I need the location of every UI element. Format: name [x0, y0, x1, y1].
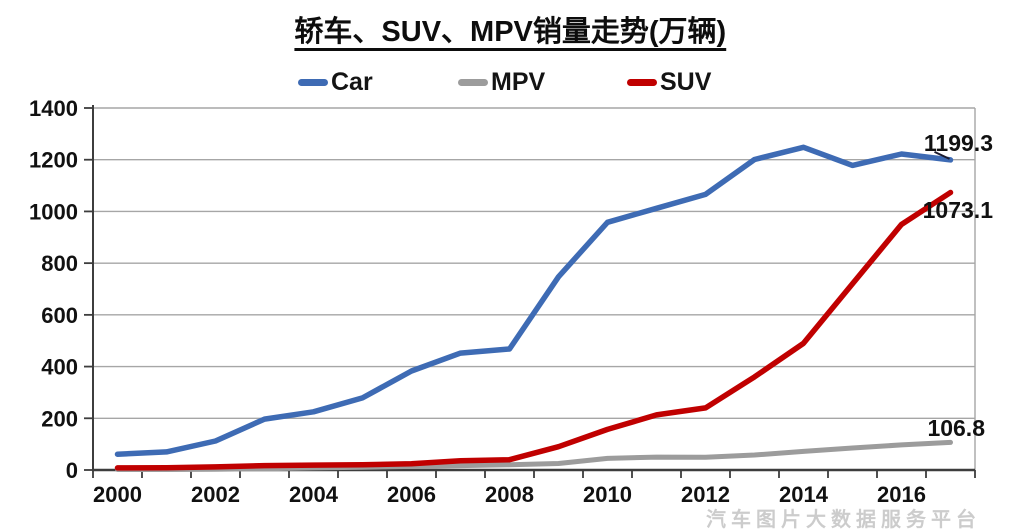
legend: Car MPV SUV — [0, 70, 1012, 96]
car-label-leader-line — [934, 150, 950, 160]
x-tick-label-2002: 2002 — [191, 482, 240, 507]
line-chart-svg: 0 200 400 600 800 1000 1200 1400 2000 2002 2004 200… — [29, 96, 994, 507]
y-tick-label-200: 200 — [41, 406, 78, 431]
legend-item-mpv: MPV — [458, 70, 545, 95]
car-series-line — [114, 144, 954, 457]
x-tick-label-2014: 2014 — [779, 482, 829, 507]
x-tick-label-2010: 2010 — [583, 482, 632, 507]
y-tick-label-800: 800 — [41, 251, 78, 276]
y-tick-label-1200: 1200 — [29, 148, 78, 173]
x-tick-label-2006: 2006 — [387, 482, 436, 507]
car-end-value-label: 1199.3 — [924, 130, 993, 156]
mpv-end-value-label: 106.8 — [927, 415, 985, 441]
legend-label-mpv: MPV — [491, 68, 546, 96]
plot-area: 0 200 400 600 800 1000 1200 1400 2000 2002 2004 200… — [29, 96, 994, 507]
suv-end-value-label: 1073.1 — [923, 197, 994, 223]
mpv-series-line — [115, 439, 953, 472]
x-tick-label-2000: 2000 — [93, 482, 142, 507]
y-tick-label-400: 400 — [41, 355, 78, 380]
y-tick-label-600: 600 — [41, 303, 78, 328]
legend-item-suv: SUV — [627, 70, 711, 95]
suv-series-line — [114, 189, 954, 471]
chart-page: { "title": "轿车、SUV、MPV销量走势(万辆)", "waterm… — [0, 16, 1012, 531]
car-line-swatch — [298, 79, 328, 86]
x-tick-label-2008: 2008 — [485, 482, 534, 507]
legend-item-car: Car — [298, 70, 373, 95]
y-tick-label-1000: 1000 — [29, 199, 78, 224]
y-tick-label-0: 0 — [66, 458, 78, 483]
mpv-line-swatch — [458, 79, 488, 86]
x-tick-label-2012: 2012 — [681, 482, 730, 507]
x-tick-label-2016: 2016 — [877, 482, 926, 507]
y-tick-label-1400: 1400 — [29, 96, 78, 121]
legend-label-car: Car — [331, 68, 373, 96]
chart-title: 轿车、SUV、MPV销量走势(万辆) — [294, 16, 727, 48]
suv-line-swatch — [627, 79, 657, 86]
legend-label-suv: SUV — [660, 68, 712, 96]
x-tick-label-2004: 2004 — [289, 482, 339, 507]
